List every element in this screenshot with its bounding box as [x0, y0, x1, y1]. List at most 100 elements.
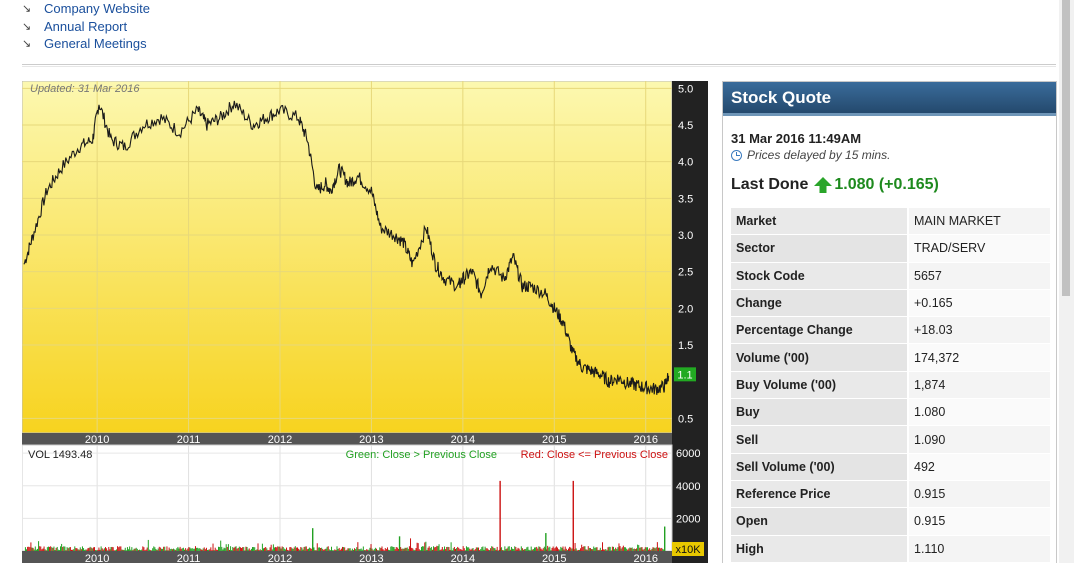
y-tick-label: 0.5: [678, 413, 693, 425]
volume-bar: [655, 547, 657, 551]
volume-bar: [213, 550, 215, 551]
volume-bar: [418, 549, 420, 551]
volume-bar: [346, 549, 348, 551]
volume-bar: [520, 546, 522, 551]
volume-bar: [84, 549, 86, 551]
volume-multiplier: x10K: [675, 544, 701, 556]
volume-bar: [383, 550, 385, 551]
volume-bar: [141, 549, 143, 551]
link-label[interactable]: Company Website: [44, 1, 150, 17]
volume-bar: [552, 546, 554, 551]
volume-bar: [608, 546, 610, 551]
volume-bar: [75, 548, 77, 551]
volume-bar: [96, 550, 98, 551]
volume-bar: [572, 480, 574, 551]
volume-bar: [171, 549, 173, 551]
volume-bar: [491, 546, 493, 551]
volume-bar: [136, 548, 138, 551]
volume-bar: [394, 549, 396, 551]
volume-bar: [45, 550, 47, 551]
volume-bar: [524, 549, 526, 551]
volume-bar: [180, 548, 182, 551]
volume-bar: [338, 547, 340, 551]
volume-bar: [125, 550, 127, 551]
volume-bar: [603, 549, 605, 551]
volume-bar: [276, 547, 278, 551]
volume-bar: [505, 549, 507, 551]
volume-bar: [333, 550, 335, 551]
volume-bar: [395, 547, 397, 551]
volume-bar: [595, 547, 597, 551]
volume-bar: [256, 549, 258, 551]
volume-bar: [281, 546, 283, 551]
link-label[interactable]: Annual Report: [44, 18, 128, 34]
volume-bar: [651, 548, 653, 551]
link-general-meetings[interactable]: ↘ General Meetings: [22, 35, 150, 53]
quote-row-value: 5657: [909, 262, 1050, 289]
volume-bar: [523, 549, 525, 551]
volume-bar: [303, 546, 305, 551]
x-tick-label: 2012: [268, 434, 292, 446]
link-company-website[interactable]: ↘ Company Website: [22, 0, 150, 18]
volume-bar: [447, 546, 449, 551]
volume-bar: [476, 547, 478, 551]
volume-bar: [26, 549, 28, 551]
volume-bar: [583, 546, 585, 551]
volume-bar: [496, 546, 498, 551]
volume-bar: [401, 548, 403, 551]
volume-bar: [35, 549, 37, 551]
volume-bar: [245, 546, 247, 551]
volume-bar: [80, 549, 82, 551]
link-annual-report[interactable]: ↘ Annual Report: [22, 18, 150, 36]
volume-bar: [348, 548, 350, 551]
volume-bar: [76, 548, 78, 551]
volume-bar: [448, 547, 450, 551]
volume-bar: [639, 547, 641, 551]
volume-bar: [614, 549, 616, 551]
volume-x-tick-label: 2016: [633, 553, 657, 563]
volume-bar: [456, 548, 458, 551]
y-tick-label: 2.0: [678, 303, 693, 315]
arrow-down-right-icon: ↘: [22, 20, 32, 33]
volume-bar: [72, 549, 74, 551]
volume-bar: [50, 546, 52, 551]
volume-bar: [221, 546, 223, 551]
x-tick-label: 2011: [177, 434, 201, 446]
volume-bar: [580, 548, 582, 551]
volume-bar: [87, 548, 89, 551]
divider: [22, 64, 1056, 65]
volume-bar: [193, 548, 195, 551]
volume-bar: [284, 549, 286, 551]
volume-bar: [515, 547, 517, 551]
volume-bar: [426, 549, 428, 551]
volume-bar: [184, 549, 185, 551]
volume-bar: [535, 547, 537, 551]
volume-bar: [347, 548, 349, 551]
quote-row: High 1.110: [731, 535, 1050, 562]
volume-bar: [101, 548, 103, 551]
volume-bar: [368, 549, 370, 551]
volume-bar: [102, 549, 104, 551]
volume-bar: [259, 549, 261, 551]
volume-bar: [561, 547, 563, 551]
volume-bar: [390, 546, 392, 551]
volume-bar: [226, 547, 228, 551]
quote-row-value: 1.110: [909, 535, 1050, 562]
scrollbar-thumb[interactable]: [1062, 0, 1070, 296]
volume-bar: [416, 542, 418, 551]
volume-bar: [450, 542, 452, 551]
volume-bar: [146, 547, 148, 551]
quote-row-label: Stock Code: [731, 262, 909, 289]
volume-bar: [506, 548, 508, 551]
volume-bar: [176, 548, 178, 551]
volume-bar: [340, 548, 342, 551]
quote-row-label: Sell Volume ('00): [731, 453, 909, 480]
volume-bar: [179, 546, 181, 551]
page-scrollbar[interactable]: [1059, 0, 1074, 563]
volume-bar: [178, 548, 180, 551]
volume-bar: [451, 550, 453, 551]
volume-bar: [641, 547, 643, 551]
volume-bar: [202, 548, 204, 551]
volume-bar: [66, 547, 68, 551]
link-label[interactable]: General Meetings: [44, 36, 147, 52]
